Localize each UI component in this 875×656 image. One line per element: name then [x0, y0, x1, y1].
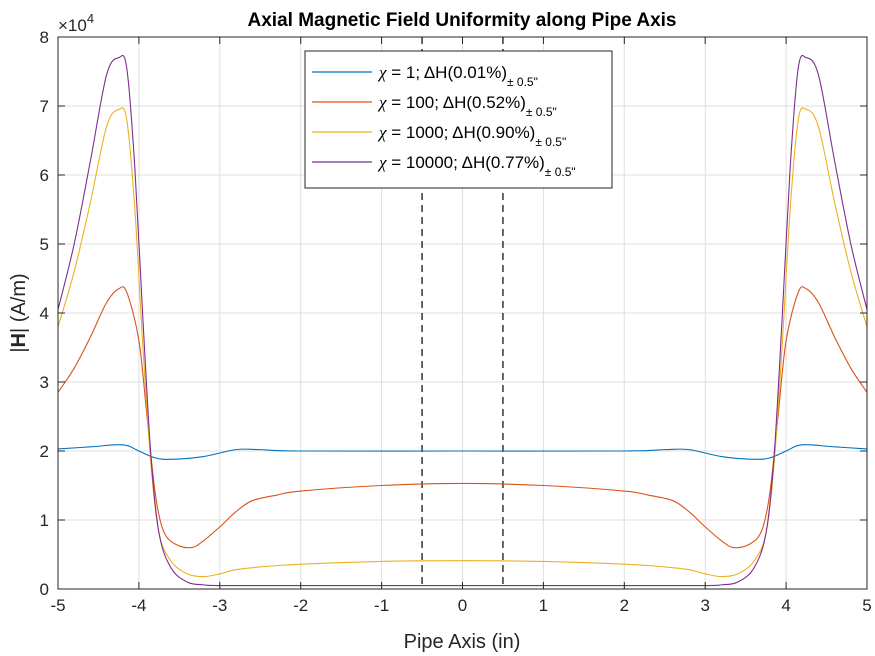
legend-entry: χ = 1000; ΔH(0.90%)± 0.5"	[377, 123, 566, 149]
y-tick-label: 5	[40, 235, 49, 254]
legend-box	[304, 50, 613, 189]
x-tick-label: 3	[700, 596, 709, 615]
y-tick-label: 3	[40, 373, 49, 392]
y-tick-label: 6	[40, 166, 49, 185]
y-tick-label: 8	[40, 28, 49, 47]
legend-subscript: ± 0.5"	[507, 75, 538, 89]
vertical-marker-lines	[421, 37, 504, 589]
legend-subscript: ± 0.5"	[545, 165, 576, 179]
series-line-chi-100	[57, 286, 868, 549]
x-tick-label: -1	[374, 596, 389, 615]
x-tick-label: -5	[50, 596, 65, 615]
y-tick-labels: 0 1 2 3 4 5 6 7 8	[40, 28, 49, 599]
legend-entry: χ = 1; ΔH(0.01%)± 0.5"	[377, 63, 538, 89]
legend-label: = 1000; ΔH(0.90%)	[386, 123, 535, 142]
legend-chi-symbol: χ	[377, 153, 387, 172]
legend-chi-symbol: χ	[377, 93, 387, 112]
y-tick-label: 1	[40, 511, 49, 530]
x-axis-label: Pipe Axis (in)	[404, 631, 521, 653]
x-tick-label: -2	[293, 596, 308, 615]
x-tick-label: 5	[862, 596, 871, 615]
x-tick-label: 2	[620, 596, 629, 615]
series-line-chi-1	[57, 444, 868, 460]
legend-label: = 10000; ΔH(0.77%)	[386, 153, 544, 172]
legend-subscript: ± 0.5"	[535, 135, 566, 149]
legend-label: = 1; ΔH(0.01%)	[386, 63, 507, 82]
series-line-chi-1000	[57, 107, 868, 578]
legend-chi-symbol: χ	[377, 123, 387, 142]
legend-subscript: ± 0.5"	[526, 105, 557, 119]
x-tick-label: -4	[131, 596, 146, 615]
y-tick-label: 0	[40, 580, 49, 599]
y-exponent-label: ×104	[58, 11, 94, 35]
legend-entry: χ = 100; ΔH(0.52%)± 0.5"	[377, 93, 557, 119]
x-tick-label: 0	[458, 596, 467, 615]
legend: χ = 1; ΔH(0.01%)± 0.5"χ = 100; ΔH(0.52%)…	[304, 50, 613, 189]
x-tick-label: 1	[539, 596, 548, 615]
y-axis-label: |H| (A/m)	[8, 273, 30, 352]
chart-title: Axial Magnetic Field Uniformity along Pi…	[248, 10, 677, 31]
legend-label: = 100; ΔH(0.52%)	[386, 93, 525, 112]
x-tick-label: -3	[212, 596, 227, 615]
x-tick-labels: -5 -4 -3 -2 -1 0 1 2 3 4 5	[50, 596, 871, 615]
legend-chi-symbol: χ	[377, 63, 387, 82]
y-tick-label: 2	[40, 442, 49, 461]
y-tick-label: 7	[40, 97, 49, 116]
y-tick-label: 4	[40, 304, 49, 323]
legend-entry: χ = 10000; ΔH(0.77%)± 0.5"	[377, 153, 576, 179]
axis-ticks	[57, 36, 868, 590]
x-tick-label: 4	[781, 596, 790, 615]
